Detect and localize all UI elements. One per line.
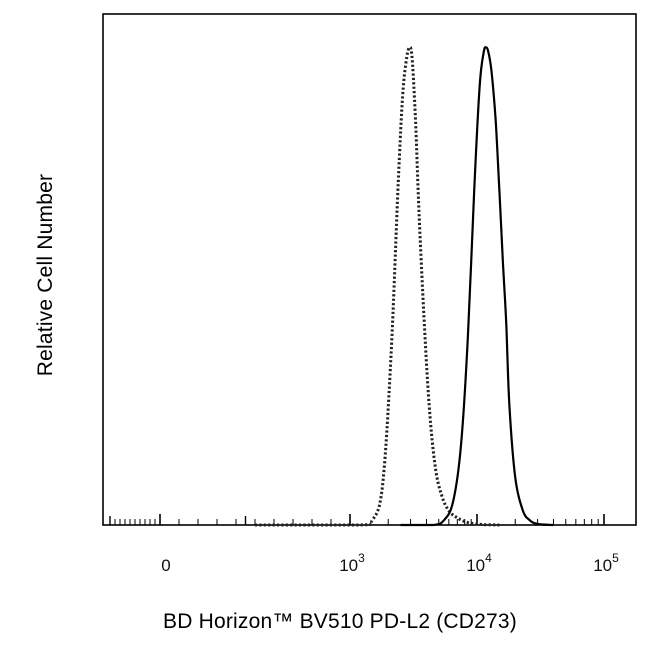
histogram-curves xyxy=(255,45,554,527)
tick-label: 105 xyxy=(593,551,619,575)
plot-frame xyxy=(102,13,637,526)
y-axis-label: Relative Cell Number xyxy=(34,173,57,377)
tick-label: 0 xyxy=(161,556,170,575)
tick-label: 103 xyxy=(339,551,365,575)
x-axis-ticks xyxy=(109,514,605,525)
tick-label: 104 xyxy=(466,551,492,575)
x-axis-label: BD Horizon™ BV510 PD-L2 (CD273) xyxy=(162,610,517,633)
stained-histogram-curve xyxy=(400,46,554,527)
control-histogram-curve xyxy=(255,45,500,527)
x-axis-tick-labels: 0 103 104 105 xyxy=(161,551,619,575)
